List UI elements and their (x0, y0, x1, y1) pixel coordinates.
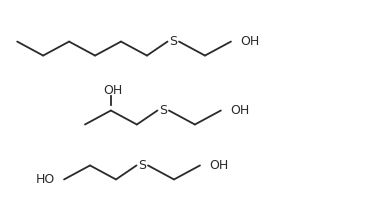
Text: OH: OH (209, 159, 228, 172)
Text: OH: OH (230, 104, 249, 117)
Text: HO: HO (36, 173, 55, 186)
Text: S: S (159, 104, 167, 117)
Text: OH: OH (240, 35, 259, 48)
Text: S: S (169, 35, 177, 48)
Text: OH: OH (103, 84, 122, 97)
Text: S: S (138, 159, 146, 172)
